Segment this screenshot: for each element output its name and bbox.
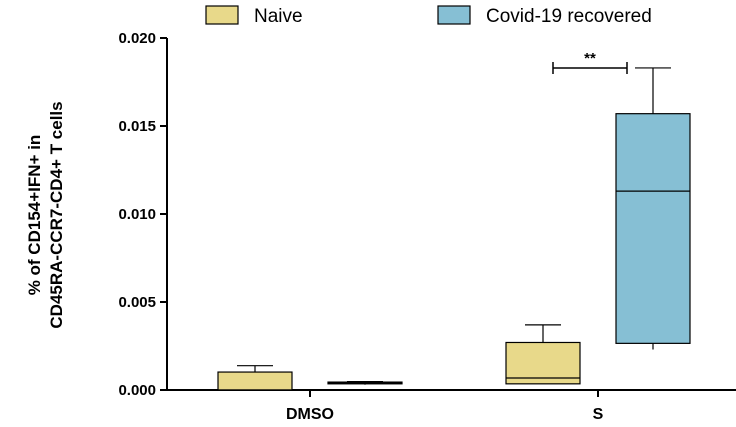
y-axis-ticks: 0.000 0.005 0.010 0.015 0.020: [118, 30, 167, 399]
box-s-naive-body: [505, 341, 581, 385]
box-dmso-naive-body: [217, 371, 293, 391]
x-axis-ticks: DMSO S: [286, 390, 604, 423]
significance-label: **: [584, 50, 596, 67]
box-s-naive: [505, 324, 581, 385]
y-tick-label-0: 0.000: [118, 382, 156, 399]
y-axis-title: % of CD154+IFN+ in CD45RA-CCR7-CD4+ T ce…: [25, 101, 66, 328]
y-tick-label-2: 0.010: [118, 206, 156, 223]
legend: Naive Covid-19 recovered: [205, 5, 652, 27]
box-s-covid-body: [615, 113, 691, 344]
x-tick-label-s: S: [593, 406, 604, 423]
x-tick-label-dmso: DMSO: [286, 406, 334, 423]
legend-swatch-naive: [205, 5, 239, 25]
y-axis-title-line-1: % of CD154+IFN+ in: [25, 135, 44, 296]
legend-label-naive: Naive: [254, 6, 303, 27]
y-tick-label-1: 0.005: [118, 294, 156, 311]
y-tick-label-3: 0.015: [118, 118, 156, 135]
box-dmso-covid: [327, 380, 403, 385]
y-axis-title-line-2: CD45RA-CCR7-CD4+ T cells: [47, 101, 66, 328]
box-dmso-naive: [217, 365, 293, 391]
y-tick-label-4: 0.020: [118, 30, 156, 47]
legend-swatch-covid: [437, 5, 471, 25]
significance-annotation: **: [552, 50, 628, 74]
box-s-covid: [615, 67, 691, 350]
legend-label-covid: Covid-19 recovered: [486, 6, 652, 27]
